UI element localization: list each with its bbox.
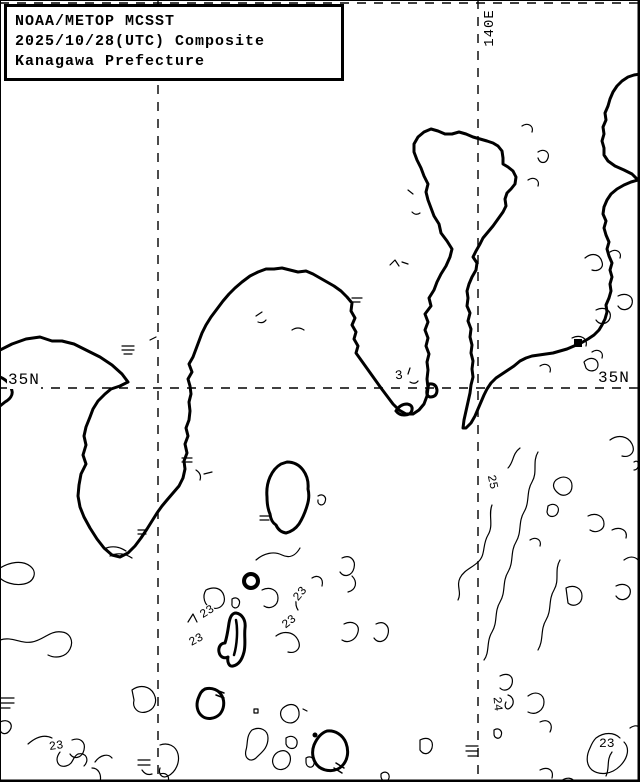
title-line-product: NOAA/METOP MCSST	[15, 13, 176, 30]
island-miyakejima	[311, 729, 350, 773]
coastline-group	[0, 72, 640, 559]
contour-label: 23	[598, 736, 616, 751]
longitude-label-text: 140E	[482, 7, 499, 49]
contour-label: 23	[47, 738, 66, 754]
latitude-label-left: 35N	[7, 371, 41, 389]
island-kozushima	[195, 686, 226, 720]
island-toshima	[242, 572, 260, 590]
contour-label: 3	[393, 367, 405, 384]
coastline-left-hook	[0, 375, 14, 408]
latitude-label-right: 35N	[597, 369, 631, 387]
island-niijima	[217, 611, 247, 668]
contour-group	[0, 123, 640, 782]
contour-label: 25	[483, 472, 501, 492]
coastline-honshu	[0, 72, 640, 559]
coastline-jogashima	[394, 402, 414, 417]
longitude-label: 140E	[479, 2, 501, 54]
coast-city-block	[574, 339, 582, 347]
islands-group	[195, 339, 582, 774]
contour-label: 24	[489, 695, 505, 713]
title-line-date: 2025/10/28(UTC) Composite	[15, 33, 266, 50]
title-line-region: Kanagawa Prefecture	[15, 53, 206, 70]
title-box: NOAA/METOP MCSST 2025/10/28(UTC) Composi…	[4, 4, 344, 81]
coastline-bay-islet	[425, 382, 439, 399]
island-oshima	[265, 460, 311, 535]
